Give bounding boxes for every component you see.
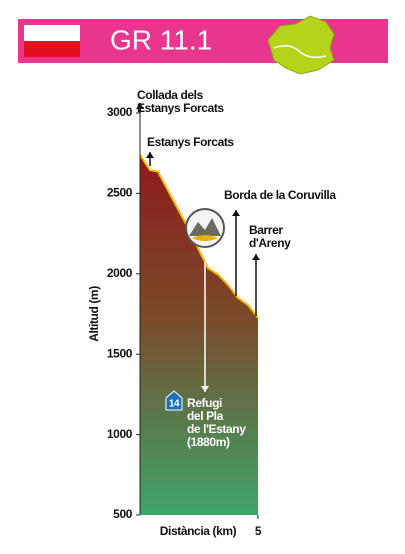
annotation: de l'Estany	[187, 422, 246, 436]
annotation: Estanys Forcats	[147, 135, 234, 149]
refuge-icon	[165, 390, 183, 411]
y-tick-label: 3000	[107, 105, 133, 119]
flag-red	[24, 41, 80, 57]
profile-line	[139, 154, 259, 319]
annotation: Refugi	[187, 396, 222, 410]
refuge-number: 14	[169, 399, 180, 410]
annotation: del Pla	[187, 409, 224, 423]
map	[267, 15, 335, 75]
x-axis-label: Distància (km)	[160, 524, 237, 538]
photo-mountain	[189, 218, 221, 236]
arrow-head	[201, 386, 209, 392]
arrow-head	[232, 210, 240, 216]
annotation: d'Areny	[249, 236, 291, 250]
annotation: Borda de la Coruvilla	[224, 188, 336, 202]
y-tick-label: 500	[113, 507, 133, 521]
annotation: Collada dels	[137, 88, 204, 102]
y-tick-label: 1500	[107, 346, 133, 360]
annotation: Barrer	[249, 223, 283, 237]
y-axis-label: Altitud (m)	[87, 286, 101, 342]
y-tick-label: 2000	[107, 266, 133, 280]
y-tick-label: 2500	[107, 186, 133, 200]
title: GR 11.1	[110, 24, 212, 55]
photo-frame	[185, 208, 225, 248]
photo-lake	[192, 235, 218, 241]
annotation: (1880m)	[187, 435, 230, 449]
map-route	[273, 45, 327, 59]
arrow-head	[252, 254, 260, 260]
arrow-head	[136, 103, 144, 109]
area-fill	[140, 154, 258, 516]
annotation: Estanys Forcats	[137, 101, 224, 115]
arrow-head	[146, 152, 154, 158]
x-tick-label: 5	[255, 524, 262, 538]
y-tick-label: 1000	[107, 427, 133, 441]
